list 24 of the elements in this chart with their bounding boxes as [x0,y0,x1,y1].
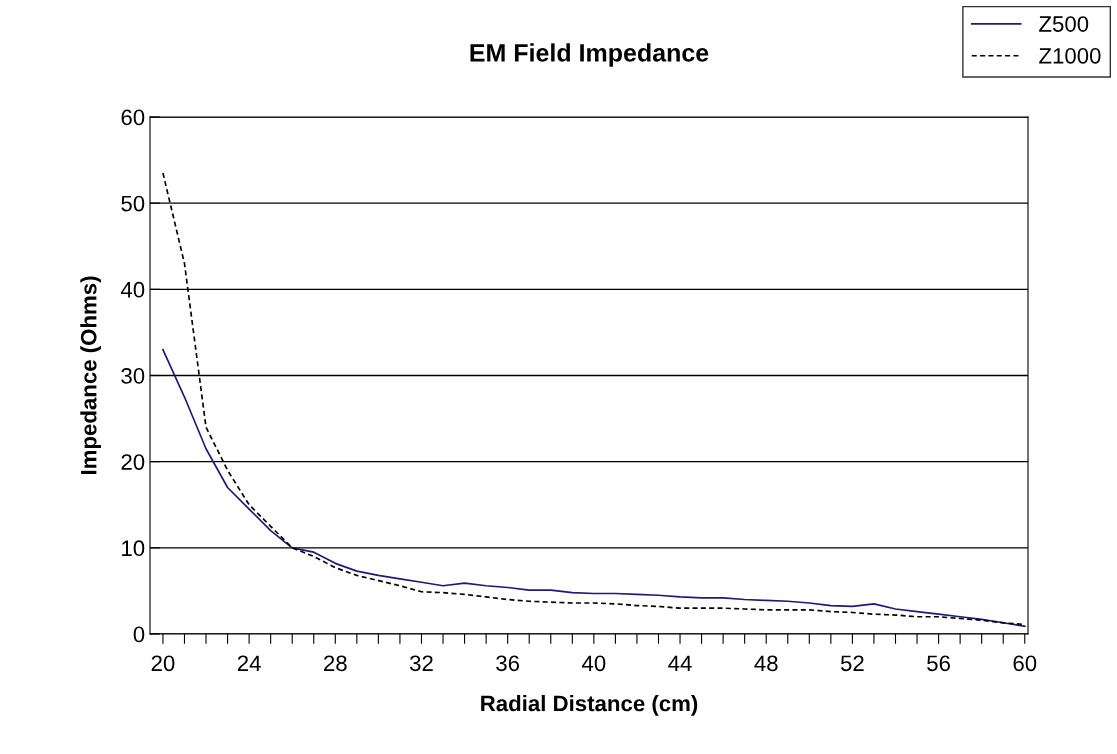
legend-label: Z500 [1039,16,1089,32]
y-axis-title: Impedance (Ohms) [80,276,101,475]
x-tick-label: 20 [151,655,175,672]
x-tick-label: 60 [1013,655,1037,672]
x-tick-label: 52 [840,655,864,672]
x-tick-label: 36 [496,655,520,672]
x-tick-label: 32 [409,655,433,672]
y-tick-label: 50 [121,195,145,212]
legend-label: Z1000 [1039,47,1101,64]
y-tick-label: 0 [133,626,145,643]
chart-title: EM Field Impedance [470,43,709,67]
y-tick-label: 30 [121,368,145,384]
line-series [162,348,1026,628]
x-tick-label: 44 [668,655,692,671]
x-tick-label: 40 [582,655,606,672]
x-tick-label: 48 [754,655,778,672]
x-tick-label: 24 [237,655,261,671]
y-tick-label: 40 [120,281,145,298]
x-axis-title: Radial Distance (cm) [481,694,698,716]
y-tick-label: 10 [122,540,145,557]
y-tick-label: 20 [121,454,145,470]
x-tick-label: 28 [324,655,347,672]
x-tick-label: 56 [927,655,950,672]
y-tick-label: 60 [121,109,145,126]
